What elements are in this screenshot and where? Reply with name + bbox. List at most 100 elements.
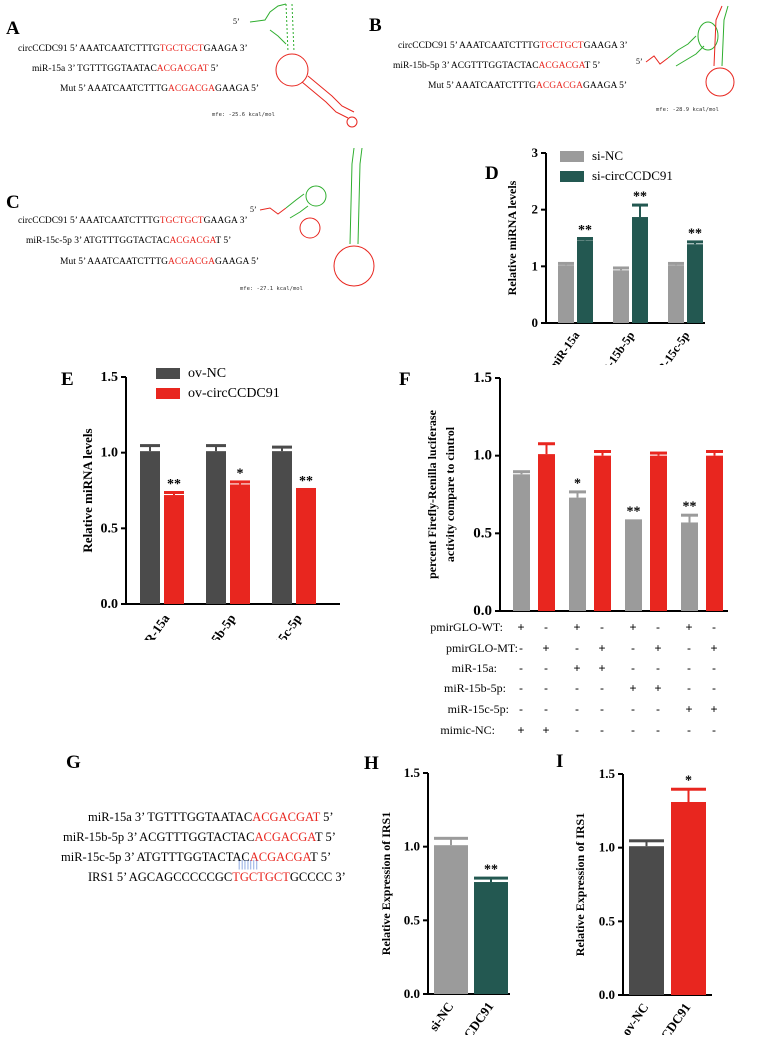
bar [632,217,648,323]
significance-label: ** [484,863,498,878]
condition-mark: - [631,661,635,675]
bar [206,451,226,604]
y-tick-label: 1.5 [404,765,421,780]
condition-mark: - [712,661,716,675]
significance-label: * [685,774,692,789]
condition-mark: - [544,620,548,634]
panel-label-g: G [66,752,81,773]
error-cap [140,444,160,448]
y-axis-title-line2: activity compare to cintrol [443,426,457,562]
significance-label: ** [167,477,181,492]
condition-mark: + [542,723,550,737]
sequence-row: circCCDC91 5’ AAATCAATCTTTGTGCTGCTGAAGA … [18,44,248,54]
y-tick-label: 0.0 [473,603,492,619]
sequence-row: miR-15b-5p 3’ ACGTTTGGTACTACACGACGAT 5’ [393,61,601,71]
error-cap [206,444,226,448]
error-cap [164,491,184,495]
bar [706,455,723,611]
significance-label: ** [299,474,313,489]
error-cap [230,480,250,484]
condition-mark: - [712,681,716,695]
condition-mark: - [575,702,579,716]
legend-label: ov-NC [188,366,226,381]
sequence-row: IRS1 5’ AGCAGCCCCCGCTGCTGCTGCCCC 3’ [88,870,346,884]
condition-mark: - [544,661,548,675]
chart-e: 0.0 0.5 1.0 1.5 Relative miRNA levels ** miR-1… [80,366,340,640]
condition-mark: + [598,641,606,655]
hairpin-five-prime: 5’ [636,57,643,66]
condition-mark: - [575,723,579,737]
x-tick-label: miR-15c-5p [255,611,305,640]
condition-mark: - [687,723,691,737]
bar [681,522,698,611]
y-tick-label: 1.0 [473,448,492,464]
condition-row-label: mimic-NC: [440,723,495,737]
y-tick-label: 0.5 [101,521,119,536]
sequence-row: Mut 5’ AAATCAATCTTTGACGACGAGAAGA 5’ [60,257,260,267]
condition-mark: + [542,641,550,655]
condition-mark: + [517,620,525,634]
condition-mark: - [600,620,604,634]
bar [577,240,593,323]
panel-label-i: I [556,751,564,772]
panel-label-d: D [485,163,499,184]
y-tick-label: 1.0 [101,446,119,461]
condition-mark: + [710,702,718,716]
bar [671,801,706,995]
condition-mark: - [600,702,604,716]
panel-label-b: B [369,15,382,36]
sequence-row: miR-15c-5p 3’ ATGTTTGGTACTACACGACGAT 5’ [61,850,332,864]
chart-f: 0.0 0.5 1.0 1.5 percent Firefly-Renilla luci… [425,370,728,619]
y-tick-label: 0.5 [599,913,616,928]
condition-mark: + [654,681,662,695]
error-cap [538,442,555,446]
condition-mark: - [544,681,548,695]
condition-row-label: miR-15b-5p: [444,681,506,695]
bar [629,846,664,995]
condition-mark: - [631,723,635,737]
x-tick-label: si-NC [426,999,457,1034]
condition-row-label: pmirGLO-WT: [430,620,503,634]
error-cap [569,490,586,494]
condition-mark: + [598,661,606,675]
condition-mark: - [687,661,691,675]
chart-i: 0.0 0.5 1.0 1.5 Relative Expression of IRS1 o… [573,766,712,1035]
hairpin-structure-a: 5’ [233,3,358,128]
y-tick-label: 0 [532,315,539,330]
error-cap [687,240,703,244]
sequence-row: circCCDC91 5’ AAATCAATCTTTGTGCTGCTGAAGA … [398,41,628,51]
sequence-row: Mut 5’ AAATCAATCTTTGACGACGAGAAGA 5’ [60,84,260,94]
condition-mark: + [654,641,662,655]
condition-row-label: miR-15c-5p: [447,702,509,716]
y-tick-label: 1.0 [404,839,420,854]
legend-label: si-circCCDC91 [592,168,673,183]
sequence-row: miR-15c-5p 3’ ATGTTTGGTACTACACGACGAT 5’ [26,236,232,246]
bar [687,244,703,323]
condition-mark: - [687,641,691,655]
error-cap [513,470,530,474]
y-tick-label: 0.0 [599,987,615,1002]
error-cap [671,787,706,791]
y-tick-label: 1.0 [599,840,615,855]
y-axis-title: Relative miRNA levels [80,428,95,552]
panel-label-a: A [6,18,20,39]
significance-label: ** [627,504,641,519]
error-cap [706,450,723,454]
condition-mark: - [656,661,660,675]
panel-label-e: E [61,369,74,390]
mfe-value: mfe: -25.6 kcal/mol [212,112,275,118]
bar [434,845,468,994]
hairpin-five-prime: 5’ [250,205,257,214]
bar [296,490,316,604]
panel-label-f: F [399,369,411,390]
condition-mark: - [712,723,716,737]
condition-mark: - [575,681,579,695]
condition-mark: - [600,681,604,695]
legend-swatch [156,368,180,379]
significance-label: * [574,476,581,491]
condition-row-label: miR-15a: [451,661,497,675]
sequence-row: miR-15a 3’ TGTTTGGTAATACACGACGAT 5’ [32,64,219,74]
y-tick-label: 0.0 [101,597,119,612]
condition-mark: - [519,681,523,695]
error-cap [474,876,508,880]
